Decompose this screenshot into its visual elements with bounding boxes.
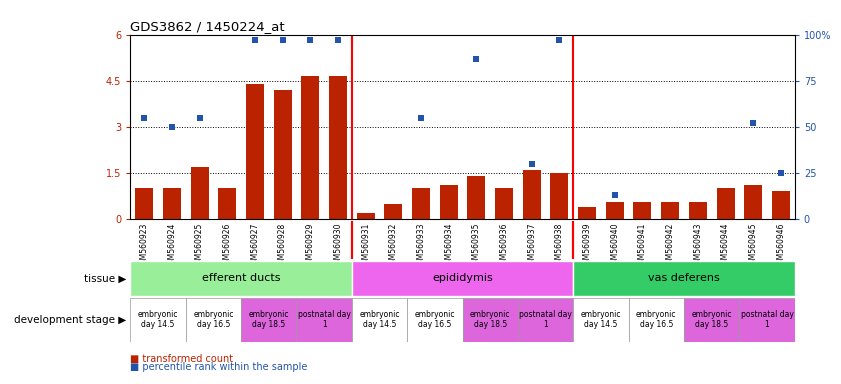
Text: embryonic
day 18.5: embryonic day 18.5 xyxy=(470,310,510,329)
Text: embryonic
day 18.5: embryonic day 18.5 xyxy=(249,310,289,329)
Bar xyxy=(352,298,407,342)
Text: GSM560940: GSM560940 xyxy=(611,223,619,269)
Bar xyxy=(633,202,652,219)
Text: embryonic
day 16.5: embryonic day 16.5 xyxy=(636,310,676,329)
Text: GSM560924: GSM560924 xyxy=(167,223,177,269)
Bar xyxy=(412,188,430,219)
Bar xyxy=(578,207,596,219)
Bar xyxy=(551,173,569,219)
Bar xyxy=(468,176,485,219)
Text: GSM560946: GSM560946 xyxy=(776,223,785,269)
Bar xyxy=(440,185,458,219)
Bar xyxy=(495,188,513,219)
Bar xyxy=(606,202,624,219)
Bar xyxy=(772,191,790,219)
Bar xyxy=(574,261,795,296)
Bar xyxy=(407,298,463,342)
Bar xyxy=(329,76,347,219)
Text: GDS3862 / 1450224_at: GDS3862 / 1450224_at xyxy=(130,20,285,33)
Text: embryonic
day 14.5: embryonic day 14.5 xyxy=(359,310,399,329)
Bar xyxy=(246,84,264,219)
Text: GSM560945: GSM560945 xyxy=(748,223,758,269)
Bar xyxy=(684,298,739,342)
Bar xyxy=(463,298,518,342)
Text: postnatal day
1: postnatal day 1 xyxy=(741,310,794,329)
Text: GSM560937: GSM560937 xyxy=(527,223,537,269)
Bar xyxy=(130,298,186,342)
Text: GSM560935: GSM560935 xyxy=(472,223,481,269)
Text: GSM560930: GSM560930 xyxy=(334,223,342,269)
Bar xyxy=(518,298,574,342)
Bar xyxy=(130,261,352,296)
Text: GSM560926: GSM560926 xyxy=(223,223,232,269)
Text: GSM560923: GSM560923 xyxy=(140,223,149,269)
Bar xyxy=(135,188,153,219)
Bar xyxy=(744,185,762,219)
Bar xyxy=(689,202,706,219)
Text: tissue ▶: tissue ▶ xyxy=(84,273,126,283)
Text: epididymis: epididymis xyxy=(432,273,493,283)
Bar xyxy=(352,261,574,296)
Text: GSM560925: GSM560925 xyxy=(195,223,204,269)
Bar xyxy=(661,202,680,219)
Bar xyxy=(191,167,209,219)
Bar xyxy=(296,298,352,342)
Text: embryonic
day 16.5: embryonic day 16.5 xyxy=(415,310,455,329)
Text: vas deferens: vas deferens xyxy=(648,273,720,283)
Bar xyxy=(163,188,181,219)
Text: GSM560938: GSM560938 xyxy=(555,223,564,269)
Text: embryonic
day 14.5: embryonic day 14.5 xyxy=(581,310,621,329)
Bar xyxy=(523,170,541,219)
Bar xyxy=(628,298,684,342)
Text: ■ percentile rank within the sample: ■ percentile rank within the sample xyxy=(130,362,308,372)
Bar xyxy=(384,204,402,219)
Text: GSM560929: GSM560929 xyxy=(306,223,315,269)
Bar xyxy=(301,76,320,219)
Bar xyxy=(273,90,292,219)
Text: GSM560943: GSM560943 xyxy=(693,223,702,269)
Bar xyxy=(357,213,374,219)
Text: GSM560932: GSM560932 xyxy=(389,223,398,269)
Bar xyxy=(717,188,734,219)
Text: postnatal day
1: postnatal day 1 xyxy=(298,310,351,329)
Text: ■ transformed count: ■ transformed count xyxy=(130,354,234,364)
Text: embryonic
day 14.5: embryonic day 14.5 xyxy=(138,310,178,329)
Text: postnatal day
1: postnatal day 1 xyxy=(519,310,572,329)
Bar xyxy=(739,298,795,342)
Text: embryonic
day 18.5: embryonic day 18.5 xyxy=(691,310,732,329)
Bar xyxy=(241,298,296,342)
Bar xyxy=(186,298,241,342)
Text: GSM560942: GSM560942 xyxy=(666,223,674,269)
Bar xyxy=(574,298,628,342)
Text: GSM560931: GSM560931 xyxy=(361,223,370,269)
Text: GSM560944: GSM560944 xyxy=(721,223,730,269)
Bar xyxy=(219,188,236,219)
Text: GSM560928: GSM560928 xyxy=(278,223,287,269)
Text: GSM560933: GSM560933 xyxy=(416,223,426,269)
Text: GSM560927: GSM560927 xyxy=(251,223,259,269)
Text: development stage ▶: development stage ▶ xyxy=(14,314,126,325)
Text: GSM560934: GSM560934 xyxy=(444,223,453,269)
Text: GSM560939: GSM560939 xyxy=(583,223,591,269)
Text: GSM560941: GSM560941 xyxy=(638,223,647,269)
Text: embryonic
day 16.5: embryonic day 16.5 xyxy=(193,310,234,329)
Text: efferent ducts: efferent ducts xyxy=(202,273,280,283)
Text: GSM560936: GSM560936 xyxy=(500,223,509,269)
